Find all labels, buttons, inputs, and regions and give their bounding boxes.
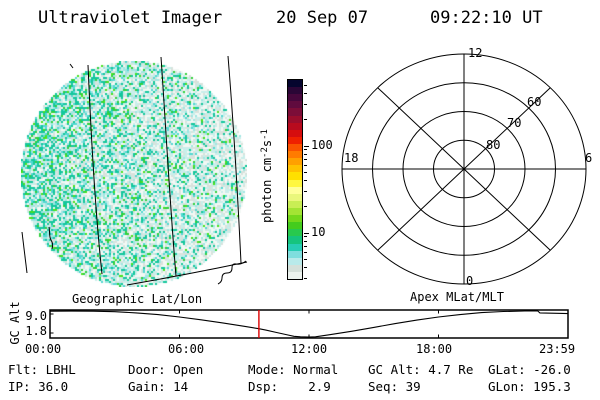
colorbar-tick-mark — [304, 171, 307, 173]
polar-ring-50 — [341, 53, 587, 285]
colorbar-tick-mark — [304, 164, 307, 166]
timeline-ytick-9: 9.0 — [25, 309, 47, 323]
header-date: 20 Sep 07 — [276, 8, 369, 28]
colorbar-tick-mark — [304, 153, 307, 155]
colorbar-band — [288, 143, 302, 152]
colorbar-tick-mark — [304, 190, 307, 192]
page-title: Ultraviolet Imager — [38, 8, 223, 28]
polar-mlat-label-60: 60 — [527, 95, 542, 109]
colorbar-gradient — [287, 79, 303, 280]
colorbar-tick-label-100: 100 — [311, 138, 333, 152]
colorbar-band — [288, 229, 302, 237]
colorbar-tick-mark — [304, 258, 307, 260]
polar-mlat-label-70: 70 — [507, 116, 522, 130]
header-time: 09:22:10 UT — [430, 8, 543, 28]
colorbar-tick-mark — [304, 93, 307, 95]
colorbar-band — [288, 101, 302, 109]
colorbar-band — [288, 236, 302, 244]
status-glat: GLat: -26.0 — [488, 362, 571, 377]
colorbar-tick-mark — [304, 277, 307, 279]
colorbar-band — [288, 215, 302, 223]
colorbar-band — [288, 193, 302, 201]
colorbar-tick-mark — [304, 232, 309, 234]
status-glon: GLon: 195.3 — [488, 379, 571, 394]
colorbar-band — [288, 115, 302, 123]
polar-mlat-label-80: 80 — [486, 138, 501, 152]
timeline-xtick-2359: 23:59 — [539, 342, 576, 356]
colorbar-tick-mark — [304, 251, 307, 253]
status-dsp: Dsp: 2.9 — [248, 379, 331, 394]
status-door: Door: Open — [128, 362, 204, 377]
colorbar-tick-mark — [304, 267, 307, 269]
polar-mlt-label-6: 6 — [585, 151, 593, 165]
altitude-curve — [49, 310, 569, 338]
timeline-box — [49, 309, 569, 339]
colorbar-tick-mark — [304, 158, 307, 160]
colorbar-tick-mark — [304, 236, 307, 238]
colorbar-tick-mark — [304, 149, 307, 151]
colorbar-band — [288, 151, 302, 159]
timeline-xtick-0600: 06:00 — [168, 342, 205, 356]
timeline-ylabel: GC Alt — [8, 301, 22, 345]
colorbar-unit-sup2: -1 — [260, 129, 270, 140]
status-ip: IP: 36.0 — [8, 379, 69, 394]
colorbar-tick-mark — [304, 240, 307, 242]
colorbar-band — [288, 200, 302, 208]
uv-image-title: Geographic Lat/Lon — [72, 292, 203, 306]
colorbar-band — [288, 257, 302, 265]
colorbar-band — [288, 122, 302, 130]
colorbar-band — [288, 80, 302, 88]
colorbar-unit-base1: photon cm — [260, 157, 274, 223]
timeline-xtick-1800: 18:00 — [416, 342, 453, 356]
colorbar-band — [288, 87, 302, 95]
status-mode: Mode: Normal — [248, 362, 339, 377]
colorbar-band — [288, 222, 302, 230]
colorbar-tick-mark — [304, 84, 307, 86]
colorbar-band — [288, 172, 302, 180]
colorbar-band — [288, 264, 302, 272]
colorbar-band — [288, 243, 302, 251]
status-seq: Seq: 39 — [368, 379, 421, 394]
timeline-xtick-0000: 00:00 — [25, 342, 62, 356]
status-readout: Flt: LBHL Door: Open Mode: Normal GC Alt… — [8, 362, 596, 396]
polar-grid-title: Apex MLat/MLT — [410, 290, 504, 304]
colorbar-tick-label-10: 10 — [311, 225, 326, 239]
colorbar-tick-mark — [304, 245, 307, 247]
colorbar-band — [288, 271, 302, 280]
polar-spoke-9 — [377, 87, 465, 170]
colorbar-tick-mark — [304, 206, 307, 208]
polar-mlt-label-0: 0 — [466, 274, 474, 288]
polar-mlt-label-18: 18 — [344, 151, 359, 165]
timeline-xtick-1200: 12:00 — [291, 342, 328, 356]
colorbar-band — [288, 94, 302, 102]
colorbar-band — [288, 186, 302, 194]
polar-grid — [341, 53, 587, 285]
status-gcalt: GC Alt: 4.7 Re — [368, 362, 474, 377]
colorbar-tick-mark — [304, 103, 307, 105]
timeline-plot — [49, 309, 569, 339]
colorbar-band — [288, 129, 302, 137]
colorbar-band — [288, 207, 302, 216]
colorbar-unit-sup1: -2 — [260, 147, 270, 158]
colorbar-band — [288, 136, 302, 144]
polar-spoke-21 — [377, 168, 465, 251]
status-flt: Flt: LBHL — [8, 362, 76, 377]
colorbar-band — [288, 179, 302, 187]
colorbar-band — [288, 165, 302, 173]
timeline-axis-ticks — [50, 310, 439, 338]
colorbar-unit-label: photon cm-2s-1 — [260, 129, 274, 223]
colorbar-band — [288, 108, 302, 116]
colorbar-tick-mark — [304, 180, 307, 182]
colorbar-tick-mark — [304, 119, 307, 121]
colorbar-band — [288, 250, 302, 258]
polar-mlt-label-12: 12 — [468, 46, 483, 60]
colorbar-band — [288, 158, 302, 166]
polar-spoke-3 — [463, 168, 551, 251]
uv-image-canvas — [21, 61, 247, 287]
status-gain: Gain: 14 — [128, 379, 189, 394]
colorbar-tick-mark — [304, 145, 309, 147]
timeline-ytick-1.8: 1.8 — [25, 324, 47, 338]
